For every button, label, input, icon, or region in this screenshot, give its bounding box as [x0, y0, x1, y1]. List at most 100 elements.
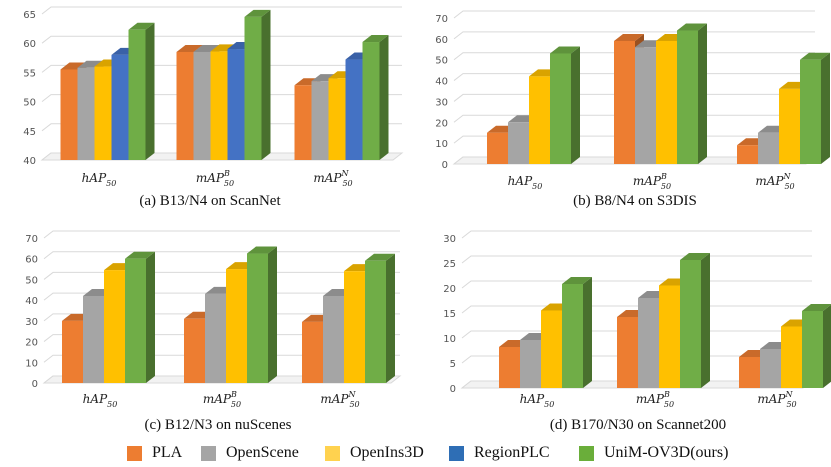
bar-side — [145, 22, 155, 160]
y-tick-label: 10 — [25, 358, 38, 369]
bar-side — [261, 9, 271, 161]
gridline — [43, 354, 400, 363]
x-tick-label: mAPN 50 — [313, 169, 352, 188]
bar-front — [800, 59, 821, 164]
bar-top — [193, 44, 220, 52]
bar-front — [323, 296, 344, 383]
y-tick-label: 20 — [25, 338, 38, 349]
y-tick-label: 30 — [25, 317, 38, 328]
bar-front — [659, 285, 680, 388]
gridline — [41, 35, 402, 44]
bar-unim-ov3d-ours-hap50 — [125, 251, 155, 383]
bar-front — [508, 122, 529, 164]
bar-front — [677, 30, 698, 165]
bar-unim-ov3d-ours-map50n — [802, 304, 831, 388]
legend-label-openscene: OpenScene — [226, 444, 299, 461]
bar-top — [802, 304, 831, 311]
bar-top — [614, 33, 644, 41]
gridline — [453, 10, 815, 19]
y-tick-label: 0 — [442, 160, 448, 171]
legend-swatch-regionplc — [449, 445, 464, 461]
y-tick-label: 50 — [25, 275, 38, 286]
bar-front — [635, 47, 656, 165]
bar-top — [125, 251, 155, 259]
bar-unim-ov3d-ours-map50n — [362, 35, 389, 161]
bar-front — [244, 16, 262, 161]
gridline — [43, 251, 400, 260]
y-tick-label: 30 — [443, 234, 456, 245]
bar-side — [823, 304, 831, 388]
bar-front — [802, 311, 823, 388]
x-tick-label: hAP50 — [520, 392, 555, 409]
chart-caption: (c) B12/N3 on nuScenes — [144, 417, 291, 433]
x-tick-label: mAPN 50 — [757, 390, 796, 409]
bar-front — [760, 349, 781, 388]
bar-top — [800, 52, 830, 60]
bar-front — [94, 66, 112, 160]
legend-label-regionplc: RegionPLC — [474, 444, 550, 461]
legend-label-openins3d: OpenIns3D — [350, 444, 424, 461]
bar-front — [210, 51, 228, 160]
bar-front — [247, 253, 268, 383]
y-tick-label: 70 — [435, 14, 448, 25]
bar-front — [362, 42, 380, 161]
y-tick-label: 50 — [23, 98, 36, 109]
bar-top — [128, 22, 155, 30]
bar-side — [268, 246, 277, 383]
bar-top — [311, 74, 338, 82]
bar-front — [111, 54, 129, 160]
bar-front — [128, 29, 146, 160]
chart-panel-3: 0 10 20 30 40 50 60 70 hAP50 mAPB 50 mAPN 50 (c) B12/… — [25, 230, 402, 433]
bar-top — [60, 62, 87, 70]
legend-label-unim-ov3d: UniM-OV3D(ours) — [604, 444, 729, 461]
bar-top — [210, 44, 237, 52]
gridline — [43, 313, 400, 322]
gridline — [41, 64, 402, 73]
y-tick-label: 30 — [435, 97, 448, 108]
bar-front — [104, 270, 125, 383]
x-tick-label: mAPB 50 — [196, 169, 234, 188]
y-tick-label: 70 — [25, 234, 38, 245]
bar-side — [386, 253, 395, 383]
bar-side — [583, 277, 592, 388]
bar-front — [680, 260, 701, 388]
gridline — [461, 230, 812, 239]
y-tick-label: 20 — [443, 284, 456, 295]
bar-front — [125, 258, 146, 383]
bar-front — [779, 88, 800, 164]
bar-top — [365, 253, 395, 261]
bar-unim-ov3d-ours-map50n — [800, 52, 830, 164]
bar-top — [680, 253, 710, 260]
bar-front — [83, 296, 104, 383]
legend-label-pla: PLA — [152, 444, 183, 461]
bar-top — [247, 246, 277, 254]
y-tick-label: 40 — [25, 296, 38, 307]
y-tick-label: 40 — [23, 156, 36, 167]
bar-front — [656, 40, 677, 164]
y-tick-label: 65 — [23, 10, 36, 21]
bar-top — [176, 44, 203, 52]
bar-front — [227, 49, 245, 160]
chart-caption: (a) B13/N4 on ScanNet — [139, 193, 281, 209]
gridline — [43, 271, 400, 280]
chart-caption: (b) B8/N4 on S3DIS — [573, 193, 697, 209]
bar-front — [739, 357, 760, 388]
x-tick-label: hAP50 — [83, 392, 118, 409]
y-tick-label: 10 — [435, 139, 448, 150]
bar-front — [520, 340, 541, 388]
bar-front — [193, 51, 211, 160]
chart-panel-2: 0 10 20 30 40 50 60 70 hAP50 mAPB 50 mAPN 50 (b) B8/N… — [435, 10, 830, 209]
bar-front — [77, 67, 95, 160]
bar-side — [379, 35, 389, 161]
bar-top — [677, 23, 707, 31]
gridline — [41, 6, 402, 15]
bar-front — [205, 293, 226, 383]
y-tick-label: 60 — [435, 35, 448, 46]
legend-swatch-unim-ov3d — [579, 445, 594, 461]
x-tick-label: hAP50 — [82, 171, 117, 188]
legend-item-regionplc: RegionPLC — [449, 440, 550, 466]
x-tick-label: mAPN 50 — [755, 172, 794, 191]
x-tick-label: mAPB 50 — [203, 390, 241, 409]
bar-front — [487, 132, 508, 164]
bar-unim-ov3d-ours-map50b — [244, 9, 271, 161]
